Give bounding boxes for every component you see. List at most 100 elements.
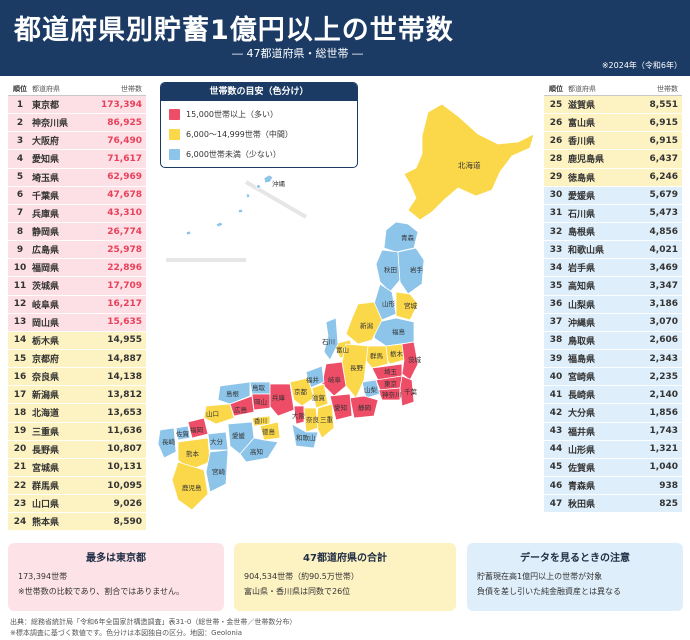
- row-rank: 7: [16, 208, 24, 219]
- map-label-okayama: 岡山: [254, 397, 267, 406]
- map-label-gifu: 岐阜: [328, 375, 342, 384]
- map-label-tokushima: 徳島: [262, 427, 276, 436]
- map-label-ishikawa: 石川: [322, 338, 335, 346]
- row-prefecture: 茨城県: [32, 282, 60, 293]
- pref-okinawa: [185, 174, 274, 236]
- row-prefecture: 徳島県: [568, 173, 596, 184]
- table-row: 46 青森県 938: [544, 476, 682, 496]
- row-rank: 30: [549, 190, 563, 201]
- table-row: 3 大阪府 76,490: [8, 132, 146, 151]
- table-row: 11 茨城県 17,709: [8, 277, 146, 296]
- row-rank: 8: [16, 226, 24, 237]
- map-label-oita: 大分: [210, 437, 224, 446]
- legend-box: 世帯数の目安（色分け） 15,000世帯以上（多い） 6,000～14,999世…: [160, 82, 358, 168]
- row-prefecture: 千葉県: [32, 191, 60, 202]
- row-rank: 12: [13, 299, 27, 310]
- map-label-aomori: 青森: [401, 233, 415, 242]
- pref-aichi: [329, 393, 353, 421]
- row-prefecture: 北海道: [32, 409, 60, 420]
- legend-swatch-mid: [169, 128, 180, 140]
- row-prefecture: 三重県: [32, 427, 60, 438]
- summary-line: 904,534世帯（約90.5万世帯）: [244, 572, 359, 581]
- row-value: 76,490: [107, 135, 142, 146]
- row-value: 11,636: [107, 426, 142, 437]
- row-value: 4,856: [649, 226, 678, 237]
- row-prefecture: 愛媛県: [568, 191, 596, 202]
- row-value: 14,138: [107, 371, 142, 382]
- table-row: 26 香川県 6,915: [544, 132, 682, 151]
- table-row: 24 熊本県 8,590: [8, 513, 146, 532]
- row-value: 2,235: [649, 371, 678, 382]
- row-rank: 4: [16, 153, 24, 164]
- row-prefecture: 福岡県: [32, 264, 60, 275]
- footer-note: ※標本調査に基づく数値です。色分けは本図独自の区分。地図：Geolonia: [10, 629, 243, 637]
- pref-kochi: [239, 437, 279, 463]
- row-rank: 1: [16, 99, 24, 110]
- row-value: 8,551: [649, 99, 678, 110]
- row-prefecture: 京都府: [32, 355, 60, 366]
- table-row: 7 兵庫県 43,310: [8, 204, 146, 223]
- row-prefecture: 山形県: [568, 445, 596, 456]
- table-row: 21 宮城県 10,131: [8, 458, 146, 477]
- pref-shiga: [311, 383, 329, 409]
- page-subtitle: ― 47都道府県・総世帯 ―: [232, 47, 363, 60]
- table-row: 1 東京都 173,394: [8, 96, 146, 115]
- pref-chiba: [399, 375, 415, 407]
- table-row: 8 静岡県 26,774: [8, 222, 146, 242]
- map-label-okinawa: 沖縄: [272, 179, 286, 188]
- summary-box-top: 最多は東京都 173,394世帯 ※世帯数の比較であり、割合ではありません。: [8, 543, 224, 611]
- row-prefecture: 佐賀県: [568, 463, 596, 474]
- row-value: 62,969: [107, 172, 142, 183]
- table-row: 47 秋田県 825: [544, 495, 682, 514]
- pref-miyazaki: [205, 449, 229, 493]
- row-value: 6,437: [649, 153, 678, 164]
- row-rank: 23: [13, 498, 27, 509]
- map-label-miyazaki: 宮崎: [212, 467, 226, 476]
- summary-line: 富山県・香川県は同数で26位: [244, 587, 351, 596]
- pref-yamanashi: [361, 379, 381, 399]
- map-label-niigata: 新潟: [360, 321, 374, 330]
- summary-title: データを見るときの注意: [520, 553, 630, 564]
- row-value: 10,131: [107, 462, 142, 473]
- row-value: 6,915: [649, 135, 678, 146]
- table-row: 42 大分県 1,856: [544, 404, 682, 423]
- map-label-yamagata: 山形: [382, 299, 396, 308]
- pref-kyoto: [289, 377, 315, 407]
- row-value: 2,606: [649, 335, 678, 346]
- table-row: 37 沖縄県 3,070: [544, 313, 682, 332]
- summary-line: 貯蓄現在高1億円以上の世帯が対象: [477, 572, 603, 581]
- map-label-wakayama: 和歌山: [296, 433, 316, 442]
- legend-item-mid: 6,000～14,999世帯（中間）: [161, 124, 357, 144]
- legend-swatch-low: [169, 148, 180, 160]
- row-prefecture: 富山県: [568, 119, 596, 130]
- row-value: 1,040: [649, 462, 678, 473]
- row-value: 3,347: [649, 280, 678, 291]
- row-prefecture: 大分県: [568, 409, 596, 420]
- row-prefecture: 福島県: [568, 355, 596, 366]
- row-prefecture: 埼玉県: [32, 173, 60, 184]
- row-rank: 38: [549, 335, 563, 346]
- table-row: 13 岡山県 15,635: [8, 313, 146, 332]
- row-rank: 18: [13, 407, 27, 418]
- row-rank: 39: [549, 353, 563, 364]
- table-row: 9 広島県 25,978: [8, 241, 146, 260]
- map-label-kanagawa: 神奈川: [382, 390, 402, 399]
- map-label-chiba: 千葉: [404, 387, 418, 396]
- row-value: 10,807: [107, 444, 142, 455]
- table-row: 43 福井県 1,743: [544, 422, 682, 441]
- footer-source: 出典：総務省統計局「令和6年全国家計構造調査」表31-0（総世帯・金世帯／世帯数…: [10, 618, 297, 626]
- row-rank: 28: [549, 153, 563, 164]
- pref-hokkaido: [403, 103, 535, 221]
- row-rank: 21: [13, 462, 27, 473]
- map-label-gunma: 群馬: [370, 351, 384, 360]
- row-prefecture: 島根県: [568, 228, 596, 239]
- pref-kagoshima: [171, 461, 209, 511]
- header-name: 都道府県: [568, 84, 596, 93]
- row-value: 71,617: [107, 153, 142, 164]
- row-value: 26,774: [107, 226, 142, 237]
- row-prefecture: 福井県: [568, 427, 596, 438]
- header-banner: 都道府県別貯蓄1億円以上の世帯数 ― 47都道府県・総世帯 ― ※2024年（令…: [0, 0, 690, 76]
- pref-kanagawa: [377, 387, 401, 401]
- row-prefecture: 東京都: [32, 101, 60, 112]
- row-value: 86,925: [107, 117, 142, 128]
